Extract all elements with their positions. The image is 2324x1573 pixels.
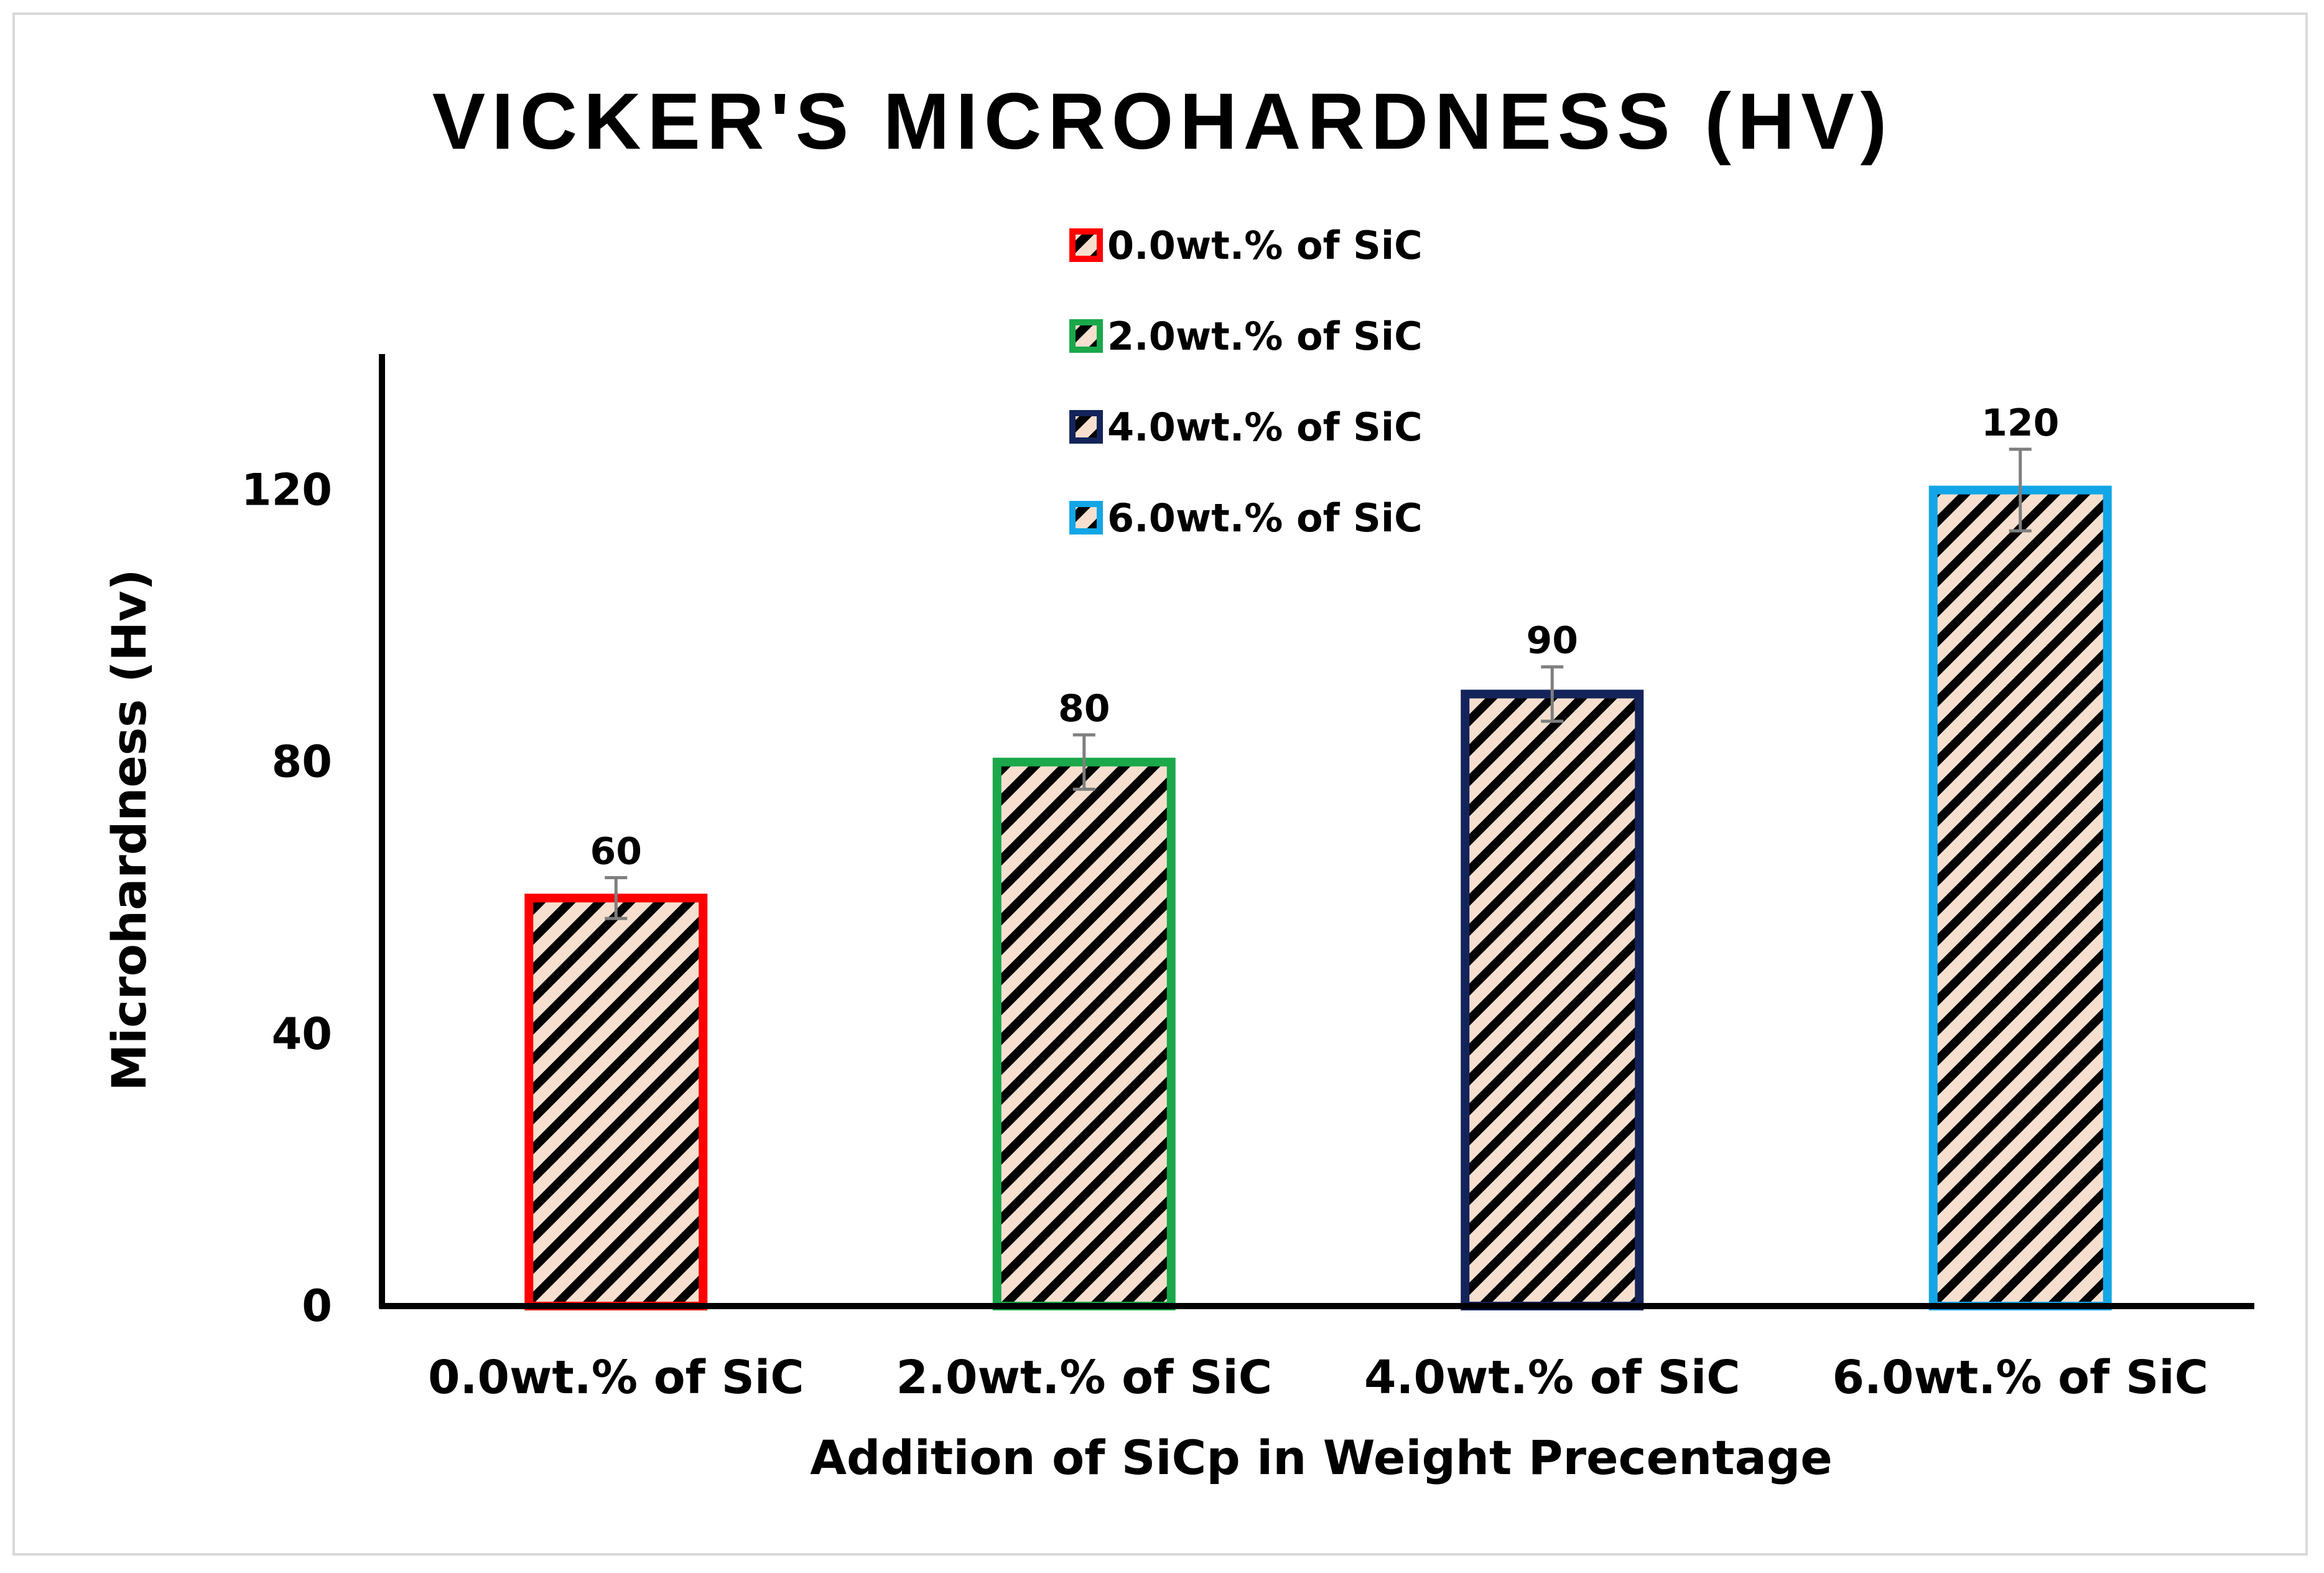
bars-layer: 60 80 90 120 [524, 401, 2112, 1311]
error-bar-4 [2009, 447, 2032, 533]
legend-swatch-3 [1069, 410, 1103, 444]
data-label-2: 80 [1058, 687, 1110, 730]
legend-item-2: 2.0wt.% of SiC [1069, 314, 1423, 359]
x-tick-label-1: 0.0wt.% of SiC [428, 1351, 804, 1404]
legend: 0.0wt.% of SiC 2.0wt.% of SiC 4.0wt.% of S… [1069, 223, 1423, 541]
error-bar-1 [605, 876, 628, 920]
data-label-3: 90 [1527, 619, 1579, 663]
y-tick-label-80: 80 [272, 737, 332, 788]
x-tick-label-4: 6.0wt.% of SiC [1832, 1351, 2208, 1404]
chart-frame: VICKER'S MICROHARDNESS (HV) Microhardnes… [12, 12, 2308, 1556]
legend-label-2: 2.0wt.% of SiC [1107, 314, 1423, 359]
error-bar-2 [1072, 733, 1095, 791]
x-tick-label-2: 2.0wt.% of SiC [896, 1351, 1272, 1404]
bar-1 [524, 894, 708, 1311]
legend-item-4: 6.0wt.% of SiC [1069, 495, 1423, 541]
error-bar-3 [1541, 665, 1564, 723]
bar-3 [1461, 689, 1644, 1310]
bar-2 [992, 757, 1176, 1310]
chart-title: VICKER'S MICROHARDNESS (HV) [432, 77, 1894, 166]
y-tick-label-0: 0 [302, 1281, 332, 1332]
data-label-4: 120 [1981, 401, 2059, 445]
legend-label-3: 4.0wt.% of SiC [1107, 404, 1423, 450]
y-axis-title: Microhardness (Hv) [101, 569, 157, 1091]
x-axis-title: Addition of SiCp in Weight Precentage [810, 1430, 1833, 1485]
bar-4 [1928, 485, 2112, 1310]
legend-item-3: 4.0wt.% of SiC [1069, 404, 1423, 450]
legend-swatch-2 [1069, 319, 1103, 353]
y-tick-label-40: 40 [272, 1009, 332, 1060]
y-tick-label-120: 120 [241, 465, 332, 516]
legend-swatch-1 [1069, 228, 1103, 262]
legend-label-1: 0.0wt.% of SiC [1107, 223, 1423, 268]
axes-layer: 0.0wt.% of SiC 2.0wt.% of SiC 4.0wt.% of S… [241, 354, 2254, 1404]
legend-label-4: 6.0wt.% of SiC [1107, 495, 1423, 541]
x-tick-label-3: 4.0wt.% of SiC [1364, 1351, 1741, 1404]
legend-item-1: 0.0wt.% of SiC [1069, 223, 1423, 268]
legend-swatch-4 [1069, 501, 1103, 534]
chart-svg: VICKER'S MICROHARDNESS (HV) Microhardnes… [101, 77, 2254, 1485]
data-label-1: 60 [590, 830, 643, 874]
